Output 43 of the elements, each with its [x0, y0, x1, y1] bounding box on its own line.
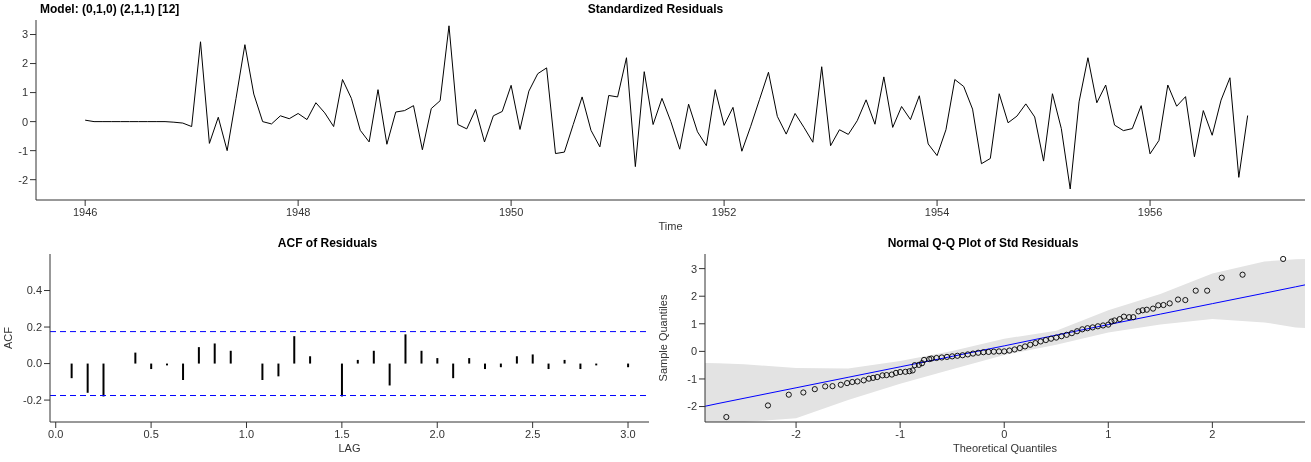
x-tick-label: 1950 — [498, 205, 524, 218]
chart-title: Normal Q-Q Plot of Std Residuals — [886, 235, 1080, 252]
x-tick-label: -1 — [895, 427, 906, 440]
x-tick-label: 0.5 — [143, 427, 159, 440]
x-tick-label: -2 — [791, 427, 801, 440]
y-tick-label: 3 — [690, 262, 697, 275]
x-tick-label: 1956 — [1137, 205, 1163, 218]
x-tick-label: 2.0 — [429, 427, 445, 440]
y-tick-label: 0 — [690, 345, 697, 358]
x-axis-title: Theoretical Quantiles — [953, 442, 1058, 454]
chart-subtitle: Model: (0,1,0) (2,1,1) [12] — [40, 2, 180, 16]
y-tick-label: 2 — [690, 290, 697, 303]
x-tick-label: 2.5 — [524, 427, 541, 440]
y-tick-label: -1 — [687, 372, 697, 385]
x-axis-title: LAG — [338, 442, 361, 454]
x-tick-label: 1 — [1105, 427, 1112, 440]
y-tick-label: -1 — [18, 144, 28, 157]
x-axis-title: Time — [658, 220, 683, 232]
x-tick-label: 0 — [1001, 427, 1008, 440]
chart-title: ACF of Residuals — [276, 235, 379, 252]
y-tick-label: 0.4 — [26, 284, 42, 297]
y-tick-label: 0 — [21, 115, 28, 128]
y-tick-label: 1 — [690, 317, 697, 330]
y-tick-label: 0.0 — [26, 357, 42, 370]
x-tick-label: 1.5 — [334, 427, 350, 440]
x-tick-label: 1952 — [711, 205, 737, 218]
x-tick-label: 0.0 — [48, 427, 64, 440]
y-tick-label: -0.2 — [23, 393, 42, 406]
y-tick-label: 2 — [21, 57, 28, 70]
y-tick-label: 3 — [21, 28, 28, 41]
x-tick-label: 3.0 — [620, 427, 636, 440]
chart-title: Standardized Residuals — [587, 2, 724, 16]
x-tick-label: 1.0 — [238, 427, 255, 440]
y-axis-title: ACF — [1, 326, 14, 349]
y-tick-label: 0.2 — [26, 320, 42, 333]
y-tick-label: -2 — [687, 400, 697, 413]
x-tick-label: 1946 — [72, 205, 98, 218]
x-tick-label: 1948 — [285, 205, 311, 218]
x-tick-label: 1954 — [924, 205, 950, 218]
y-axis-title: Sample Quantiles — [656, 294, 669, 382]
y-tick-label: 1 — [21, 86, 28, 99]
x-tick-label: 2 — [1209, 427, 1216, 440]
y-tick-label: -2 — [18, 173, 28, 186]
